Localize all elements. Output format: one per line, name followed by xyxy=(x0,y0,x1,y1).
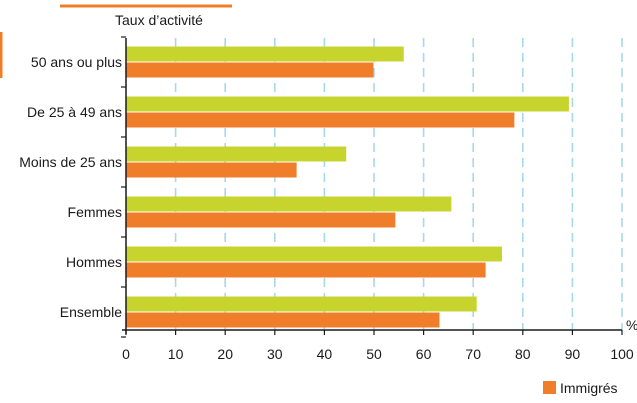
bar-immigres-5 xyxy=(126,62,374,78)
bar-immigres-4 xyxy=(126,112,515,128)
category-label-4: De 25 à 49 ans xyxy=(27,104,122,120)
x-tick-label-70: 70 xyxy=(465,346,481,362)
x-tick-label-30: 30 xyxy=(267,346,283,362)
bar-immigres-1 xyxy=(126,262,486,278)
category-label-3: Moins de 25 ans xyxy=(19,154,122,170)
category-labels: Ensemble Hommes Femmes Moins de 25 ans De 25… xyxy=(19,54,122,320)
bar-series1-2 xyxy=(126,196,452,212)
x-tick-label-10: 10 xyxy=(168,346,184,362)
category-label-5: 50 ans ou plus xyxy=(31,54,122,70)
x-unit-label: % xyxy=(626,317,637,333)
bar-immigres-3 xyxy=(126,162,297,178)
bars xyxy=(126,46,569,328)
x-tick-label-60: 60 xyxy=(416,346,432,362)
axes xyxy=(121,36,623,338)
x-tick-label-0: 0 xyxy=(122,346,130,362)
legend-label-immigres: Immigrés xyxy=(560,380,618,396)
legend: Immigrés xyxy=(543,380,618,396)
chart-title: Taux d’activité xyxy=(115,12,203,28)
category-label-1: Hommes xyxy=(66,254,122,270)
x-tick-label-80: 80 xyxy=(515,346,531,362)
x-tick-label-20: 20 xyxy=(217,346,233,362)
x-tick-label-40: 40 xyxy=(317,346,333,362)
x-tick-label-100: 100 xyxy=(610,346,634,362)
bar-immigres-0 xyxy=(126,312,440,328)
x-tick-label-90: 90 xyxy=(565,346,581,362)
category-label-2: Femmes xyxy=(68,204,122,220)
bar-immigres-2 xyxy=(126,212,396,228)
bar-series1-3 xyxy=(126,146,347,162)
bar-series1-1 xyxy=(126,246,502,262)
bar-series1-5 xyxy=(126,46,404,62)
x-tick-labels: 0 10 20 30 40 50 60 70 80 90 100 xyxy=(122,346,634,362)
legend-swatch-immigres xyxy=(543,381,556,394)
chart-header: Taux d’activité xyxy=(0,4,232,78)
bar-series1-0 xyxy=(126,296,477,312)
x-tick-label-50: 50 xyxy=(366,346,382,362)
gridlines xyxy=(174,38,623,330)
category-label-0: Ensemble xyxy=(60,304,122,320)
bar-series1-4 xyxy=(126,96,569,112)
